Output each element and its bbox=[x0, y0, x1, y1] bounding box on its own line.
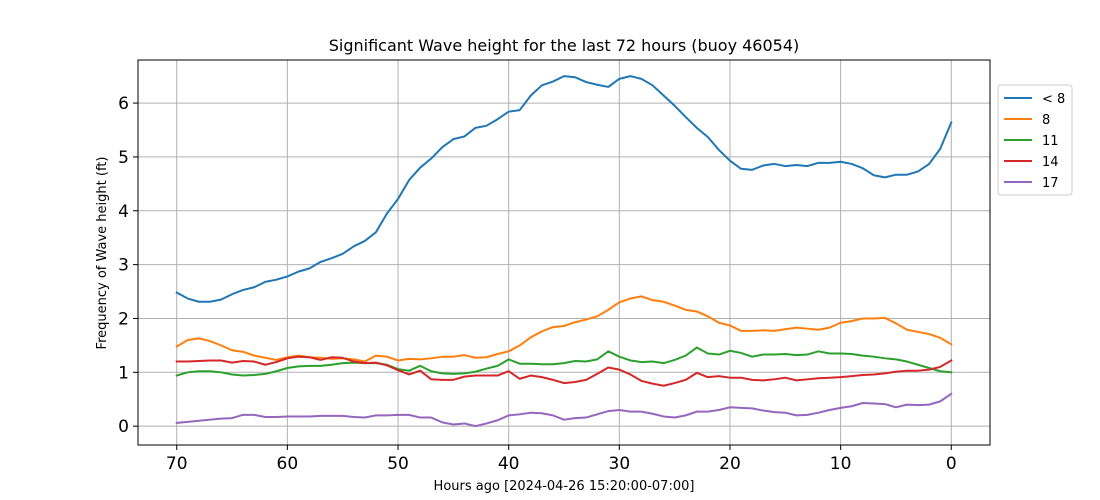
legend-label: < 8 bbox=[1042, 92, 1065, 107]
x-tick-label: 70 bbox=[166, 454, 188, 474]
y-tick-label: 2 bbox=[118, 309, 129, 329]
x-tick-label: 20 bbox=[719, 454, 741, 474]
x-tick-label: 0 bbox=[946, 454, 957, 474]
series-line-2 bbox=[175, 346, 953, 377]
series-line-3 bbox=[175, 355, 953, 387]
chart-title: Significant Wave height for the last 72 … bbox=[329, 36, 800, 55]
x-tick-label: 30 bbox=[609, 454, 631, 474]
y-tick-label: 0 bbox=[118, 417, 129, 437]
x-tick-label: 60 bbox=[277, 454, 299, 474]
x-tick-label: 50 bbox=[387, 454, 409, 474]
y-tick-label: 3 bbox=[118, 256, 129, 276]
legend-label: 17 bbox=[1042, 176, 1059, 191]
series-lines bbox=[175, 75, 953, 428]
series-line-0 bbox=[175, 75, 953, 303]
series-line-4 bbox=[175, 392, 953, 428]
y-axis-label: Frequency of Wave height (ft) bbox=[95, 157, 110, 350]
x-axis-label: Hours ago [2024-04-26 15:20:00-07:00] bbox=[434, 479, 695, 494]
y-tick-label: 5 bbox=[118, 148, 129, 168]
y-tick-label: 1 bbox=[118, 363, 129, 383]
grid bbox=[138, 60, 990, 445]
legend-label: 8 bbox=[1042, 113, 1050, 128]
plot-area-frame bbox=[137, 59, 991, 446]
legend-label: 14 bbox=[1042, 155, 1059, 170]
x-axis-ticks: 70 60 50 40 30 20 10 0 bbox=[166, 445, 957, 474]
legend-label: 11 bbox=[1042, 134, 1059, 149]
y-tick-label: 6 bbox=[118, 94, 129, 114]
x-tick-label: 10 bbox=[830, 454, 852, 474]
legend: < 8 8 11 14 17 bbox=[997, 84, 1073, 196]
y-tick-label: 4 bbox=[118, 202, 129, 222]
x-tick-label: 40 bbox=[498, 454, 520, 474]
y-axis-ticks: 0 1 2 3 4 5 6 bbox=[118, 94, 138, 437]
legend-frame bbox=[997, 84, 1073, 196]
